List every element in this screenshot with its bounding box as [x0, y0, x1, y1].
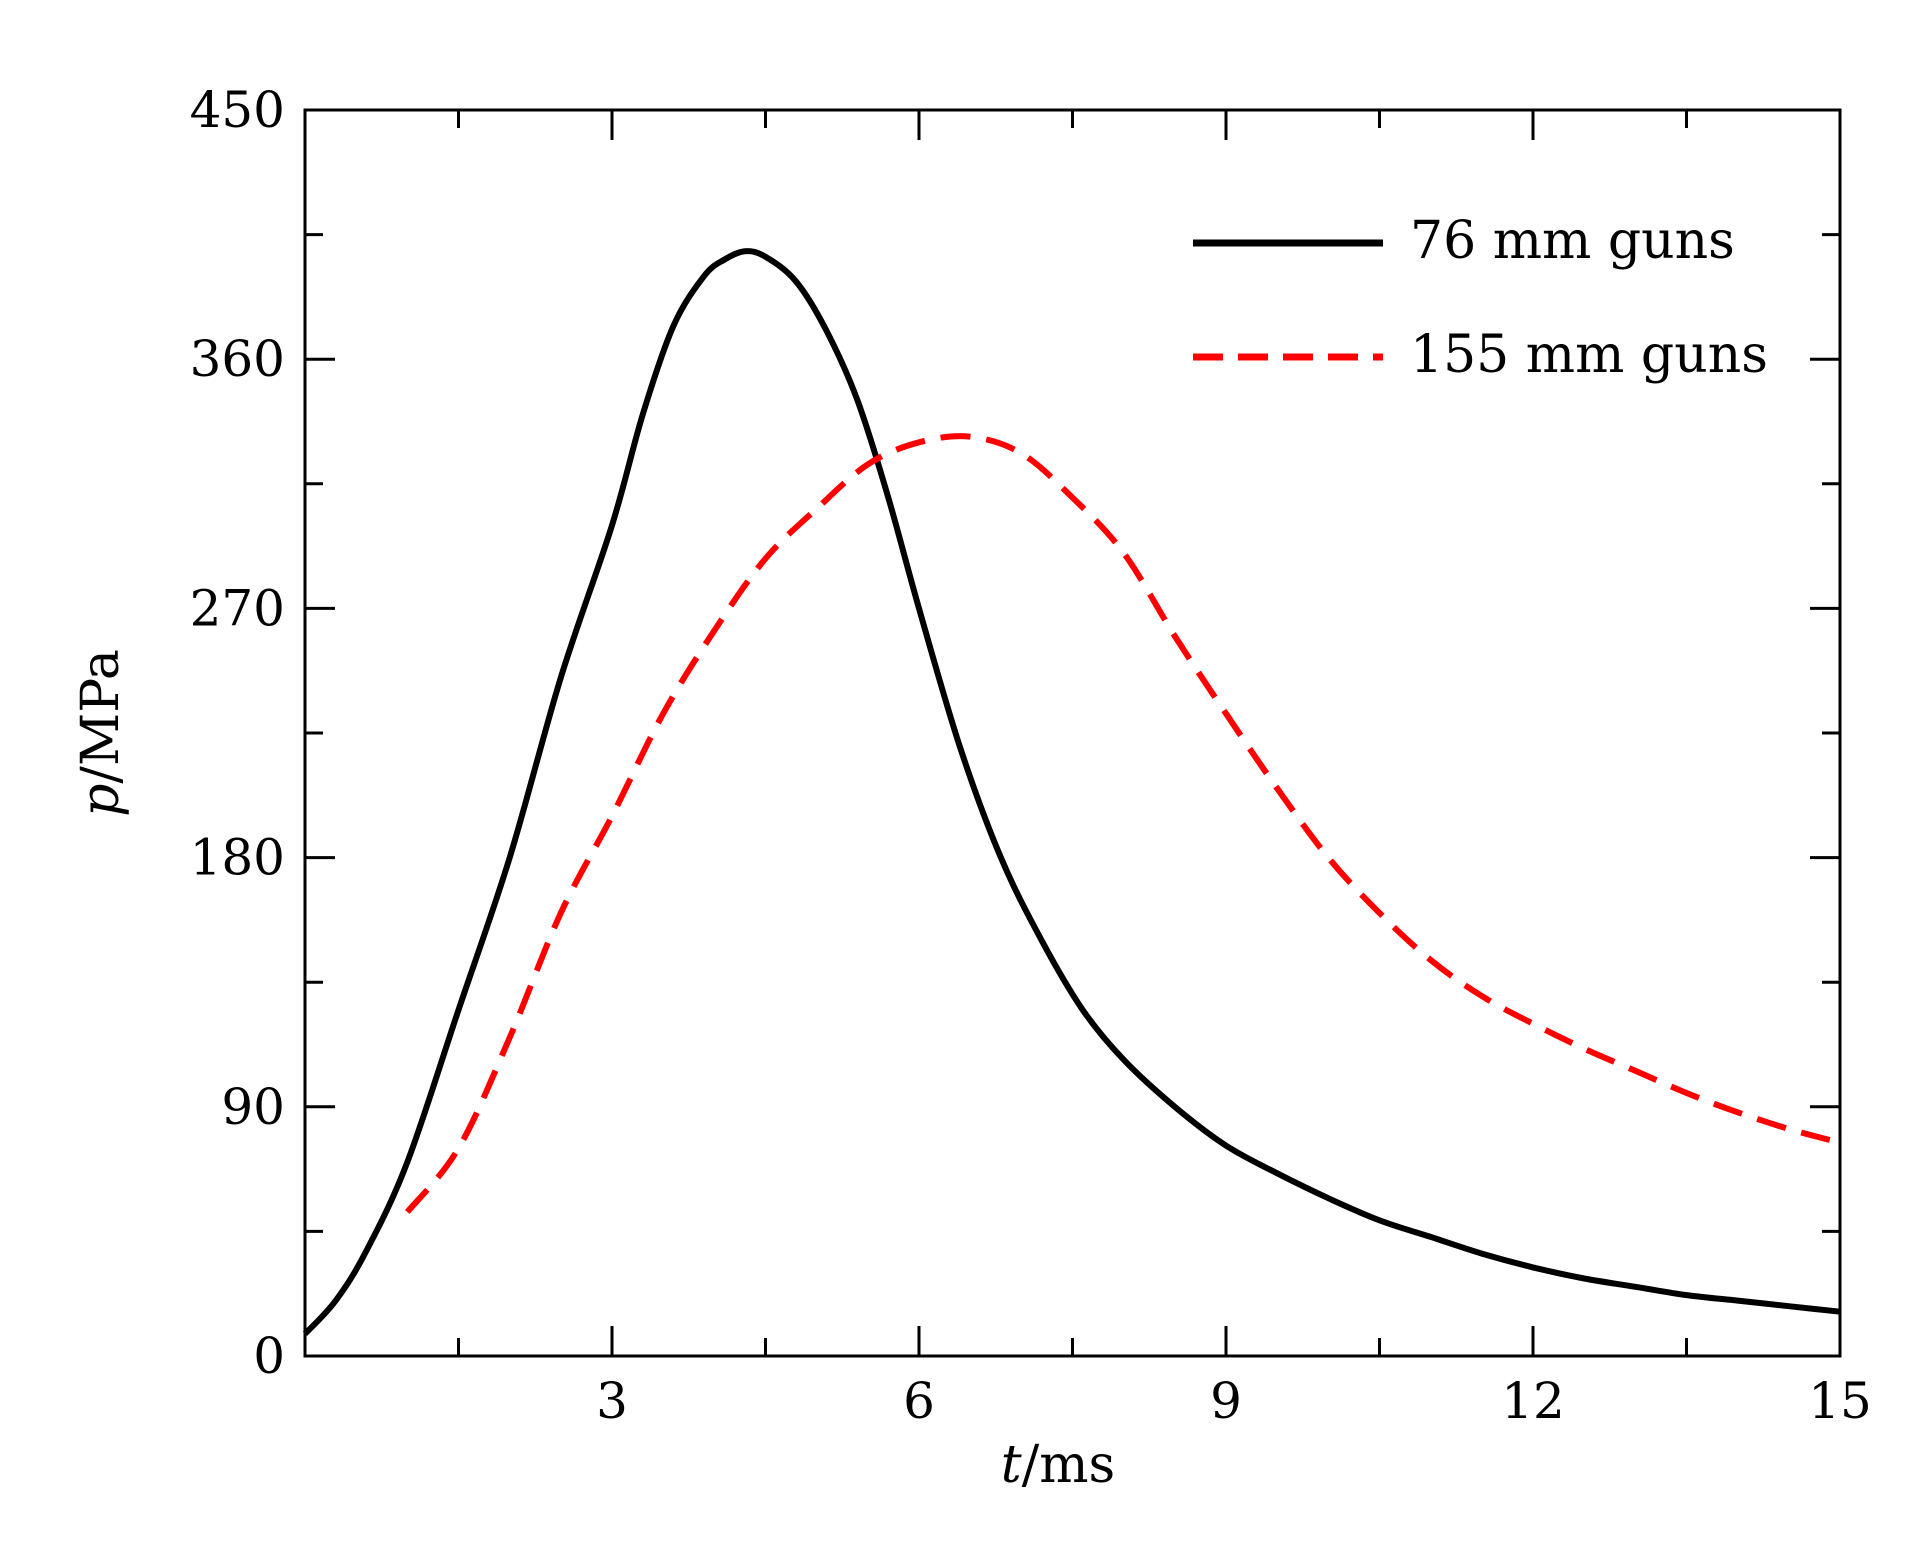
y-tick-label: 90 [221, 1078, 285, 1136]
y-axis-unit: /MPa [71, 649, 131, 783]
y-tick-label: 270 [190, 579, 285, 637]
series-line-0 [302, 248, 1841, 1336]
y-axis-label: p/MPa [71, 649, 131, 817]
y-tick-label: 180 [190, 829, 285, 887]
y-tick-label: 450 [190, 81, 285, 139]
x-axis-var: t [1001, 1435, 1022, 1495]
x-tick-label: 12 [1501, 1372, 1565, 1430]
plot-lines [302, 248, 1841, 1336]
x-axis-unit: /ms [1022, 1435, 1116, 1495]
y-axis-var: p [71, 784, 131, 817]
legend-label-76mm: 76 mm guns [1410, 211, 1735, 271]
tick-labels: 3 6 9 12 15 0 90 180 270 360 450 [190, 81, 1872, 1430]
y-tick-label: 0 [253, 1327, 285, 1385]
x-tick-label: 15 [1808, 1372, 1872, 1430]
y-tick-label: 360 [190, 330, 285, 388]
x-tick-label: 9 [1210, 1372, 1242, 1430]
series-line-1 [404, 433, 1831, 1214]
x-tick-label: 6 [903, 1372, 935, 1430]
legend: 76 mm guns 155 mm guns [1193, 211, 1768, 385]
plot-frame [303, 108, 1842, 1358]
legend-label-155mm: 155 mm guns [1410, 325, 1768, 385]
x-tick-label: 3 [596, 1372, 628, 1430]
axis-ticks [305, 108, 1842, 1358]
x-axis-label: t/ms [1001, 1435, 1115, 1495]
